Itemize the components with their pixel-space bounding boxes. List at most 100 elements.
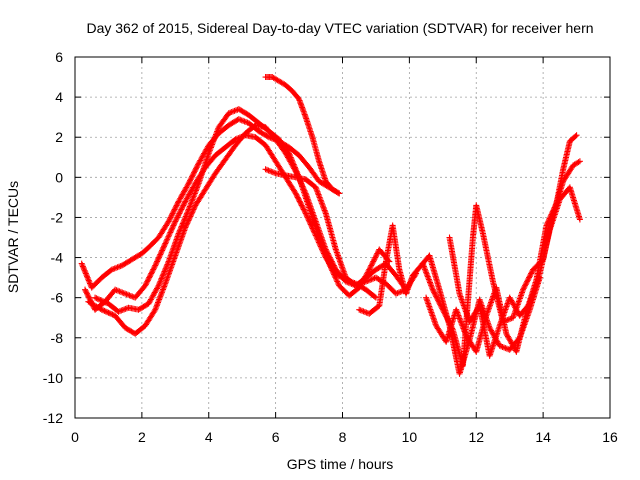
- data-point-trail: [110, 266, 117, 273]
- data-point-trail: [181, 199, 188, 206]
- data-point-trail: [195, 161, 202, 168]
- data-point-trail: [113, 264, 120, 271]
- data-point-trail: [334, 189, 341, 196]
- data-point-trail: [425, 276, 432, 283]
- data-point-trail: [305, 217, 312, 224]
- data-point-trail: [148, 270, 155, 277]
- data-point-trail: [394, 290, 401, 297]
- data-point-trail: [456, 315, 463, 322]
- data-point: [429, 286, 436, 293]
- data-point-trail: [82, 269, 89, 276]
- data-point-trail: [158, 248, 165, 255]
- data-point: [155, 282, 162, 289]
- data-point-trail: [307, 220, 314, 227]
- data-point-trail: [80, 264, 87, 271]
- data-point-trail: [195, 181, 202, 188]
- data-point: [205, 150, 212, 157]
- data-point-trail: [115, 263, 122, 270]
- data-point-trail: [158, 289, 165, 296]
- data-point-trail: [114, 287, 121, 294]
- data-point-trail: [120, 290, 127, 297]
- data-point-trail: [189, 173, 196, 180]
- data-point-trail: [106, 310, 113, 317]
- data-point-trail: [520, 285, 527, 292]
- data-point-trail: [175, 211, 182, 218]
- data-point-trail: [230, 108, 237, 115]
- data-point-trail: [170, 209, 177, 216]
- grid-layer: [75, 57, 610, 418]
- data-point-trail: [179, 220, 186, 227]
- data-point-trail: [82, 287, 89, 294]
- data-point-trail: [154, 258, 161, 265]
- data-point-trail: [460, 325, 467, 332]
- data-point: [453, 306, 460, 313]
- data-point-trail: [191, 168, 198, 175]
- data-point: [573, 132, 580, 139]
- data-point-trail: [211, 134, 218, 141]
- data-point-trail: [371, 255, 378, 262]
- data-point-trail: [212, 132, 219, 139]
- data-point-trail: [163, 264, 170, 271]
- data-point-trail: [328, 266, 335, 273]
- data-point-trail: [189, 197, 196, 204]
- data-point-trail: [299, 203, 306, 210]
- data-point: [78, 260, 85, 267]
- y-tick-label: 0: [55, 169, 63, 185]
- data-point-trail: [306, 218, 313, 225]
- data-point-trail: [145, 275, 152, 282]
- data-point-trail: [167, 229, 174, 236]
- data-layer: [78, 74, 583, 377]
- data-point: [162, 240, 169, 247]
- data-point-trail: [192, 166, 199, 173]
- tick-layer: 0 2 4 6 8 10 12 14 16 -12 -10 -8 -6 -4 -2 0 2 4 6: [43, 49, 618, 445]
- data-point-trail: [212, 131, 219, 138]
- data-point-trail: [184, 209, 191, 216]
- data-point-trail: [457, 316, 464, 323]
- data-point-trail: [194, 183, 201, 190]
- data-point-trail: [523, 279, 530, 286]
- data-point-trail: [322, 250, 329, 257]
- data-point: [336, 190, 343, 197]
- data-point-trail: [194, 184, 201, 191]
- data-point-trail: [176, 229, 183, 236]
- data-point-trail: [231, 107, 238, 114]
- data-point-trail: [102, 308, 109, 315]
- x-tick-label: 16: [602, 429, 618, 445]
- data-point-trail: [188, 175, 195, 182]
- data-point-trail: [192, 189, 199, 196]
- data-point-trail: [291, 163, 298, 170]
- data-point-trail: [191, 191, 198, 198]
- data-point-trail: [186, 179, 193, 186]
- data-point-trail: [166, 232, 173, 239]
- data-point-trail: [425, 275, 432, 282]
- data-point-trail: [169, 225, 176, 232]
- data-point-trail: [152, 305, 159, 312]
- data-point-trail: [83, 289, 90, 296]
- data-point-trail: [85, 277, 92, 284]
- data-point-trail: [157, 251, 164, 258]
- data-point-trail: [96, 296, 103, 303]
- data-point-trail: [167, 228, 174, 235]
- data-point-trail: [190, 194, 197, 201]
- data-point: [439, 306, 446, 313]
- data-point-trail: [161, 282, 168, 289]
- data-point-trail: [172, 203, 179, 210]
- data-point-trail: [83, 271, 90, 278]
- data-point-trail: [287, 153, 294, 160]
- data-point-trail: [157, 276, 164, 283]
- data-point-trail: [159, 274, 166, 281]
- data-point-trail: [315, 191, 322, 198]
- data-point-trail: [213, 129, 220, 136]
- data-point-trail: [319, 201, 326, 208]
- data-point-trail: [317, 238, 324, 245]
- data-point-trail: [159, 287, 166, 294]
- data-point-trail: [190, 170, 197, 177]
- data-point-trail: [151, 308, 158, 315]
- data-point-trail: [318, 240, 325, 247]
- data-point-trail: [86, 278, 93, 285]
- data-point-trail: [187, 202, 194, 209]
- data-point-trail: [462, 331, 469, 338]
- data-point-trail: [85, 293, 92, 300]
- y-tick-label: -6: [51, 290, 64, 306]
- data-point-trail: [117, 263, 124, 270]
